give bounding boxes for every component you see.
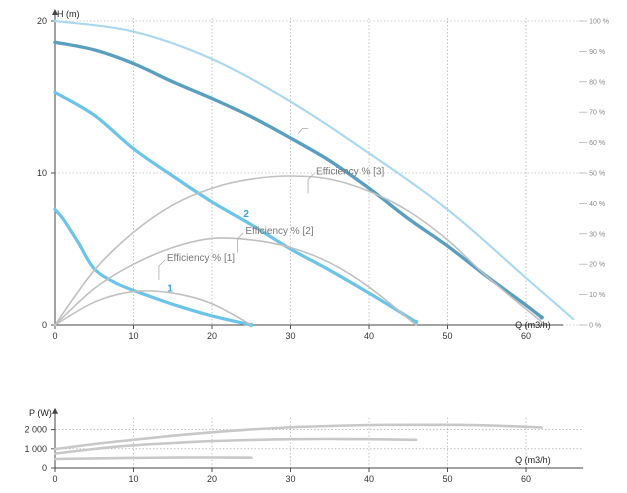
y-axis-arrow: [52, 9, 58, 15]
head-labels: 1 2 Efficiency % [1] Efficiency % [2] Effici…: [158, 128, 384, 295]
series-efficiency-3-line: [54, 175, 543, 326]
y-tick-label: 10: [37, 168, 47, 178]
x-tick-label: 10: [128, 331, 138, 341]
y-axis-arrow: [52, 407, 58, 414]
series-power-2-line: [53, 437, 418, 455]
right-axis-tick-label: 20 %: [589, 262, 605, 269]
right-axis-tick-label: 10 %: [589, 292, 605, 299]
x-tick-label: 10: [128, 474, 138, 484]
y-tick-label: 20: [37, 16, 47, 26]
annotation-leader: [158, 259, 166, 281]
x-tick-label: 0: [52, 331, 57, 341]
annotation-leader: [307, 173, 315, 194]
series-1-line: [53, 207, 253, 327]
x-tick-label: 50: [442, 474, 452, 484]
head-axes: 0 10 20 30 40 50 60 0 10 20 0 % 10 % 20 % 30 % 40 % 50 …: [37, 9, 609, 341]
y-axis-label: H (m): [57, 9, 80, 19]
head-series: [53, 19, 575, 328]
x-tick-label: 60: [521, 474, 531, 484]
curve-number-label: 2: [243, 209, 249, 220]
series-efficiency-2-line: [54, 237, 417, 326]
y-tick-label: 0: [42, 463, 47, 473]
efficiency-annotation: Efficiency % [3]: [316, 166, 384, 177]
series-power-1-line: [53, 456, 253, 461]
x-tick-label: 30: [285, 474, 295, 484]
series-end-point: [413, 319, 419, 325]
x-tick-label: 0: [52, 474, 57, 484]
x-tick-label: 50: [442, 331, 452, 341]
x-axis-label: Q (m3/h): [515, 455, 551, 465]
annotation-leader: [237, 232, 244, 253]
series-power-3-line: [53, 423, 543, 451]
right-axis-tick-label: 60 %: [589, 140, 605, 147]
right-axis-tick-label: 30 %: [589, 231, 605, 238]
y-tick-label: 0: [42, 320, 47, 330]
right-axis-tick-label: 40 %: [589, 201, 605, 208]
series-pump-max-line: [53, 40, 544, 320]
power-axes: 0 10 20 30 40 50 60 0 1 000 2 000 P (W) Q (m3/h): [24, 407, 584, 484]
right-axis-tick-label: 50 %: [589, 171, 605, 178]
x-tick-label: 60: [521, 331, 531, 341]
y-tick-label: 2 000: [24, 425, 47, 435]
x-axis-label: Q (m3/h): [515, 320, 551, 330]
power-series: [53, 423, 543, 461]
series-2-line: [53, 90, 418, 324]
head-chart: 0 10 20 30 40 50 60 0 10 20 0 % 10 % 20 % 30 % 40 % 50 …: [37, 9, 609, 341]
right-axis-tick-label: 0 %: [589, 323, 601, 330]
series-efficiency-1-line: [54, 290, 253, 326]
y-axis-label: P (W): [29, 408, 52, 418]
max-curve-leader: [298, 128, 309, 134]
curve-number-label: 1: [167, 284, 173, 295]
x-tick-label: 40: [364, 474, 374, 484]
series-end-point: [539, 315, 544, 320]
right-axis-tick-label: 90 %: [589, 49, 605, 56]
x-tick-label: 20: [207, 331, 217, 341]
x-tick-label: 20: [207, 474, 217, 484]
right-axis-tick-label: 70 %: [589, 110, 605, 117]
y-tick-label: 1 000: [24, 444, 47, 454]
power-chart: 0 10 20 30 40 50 60 0 1 000 2 000 P (W) Q (m3/h): [24, 407, 584, 484]
efficiency-annotation: Efficiency % [1]: [167, 253, 235, 264]
right-axis-tick-label: 80 %: [589, 79, 605, 86]
series-max-curve-line: [53, 19, 575, 320]
efficiency-annotation: Efficiency % [2]: [245, 226, 313, 237]
x-tick-label: 30: [285, 331, 295, 341]
right-axis-tick-label: 100 %: [589, 19, 609, 26]
x-tick-label: 40: [364, 331, 374, 341]
